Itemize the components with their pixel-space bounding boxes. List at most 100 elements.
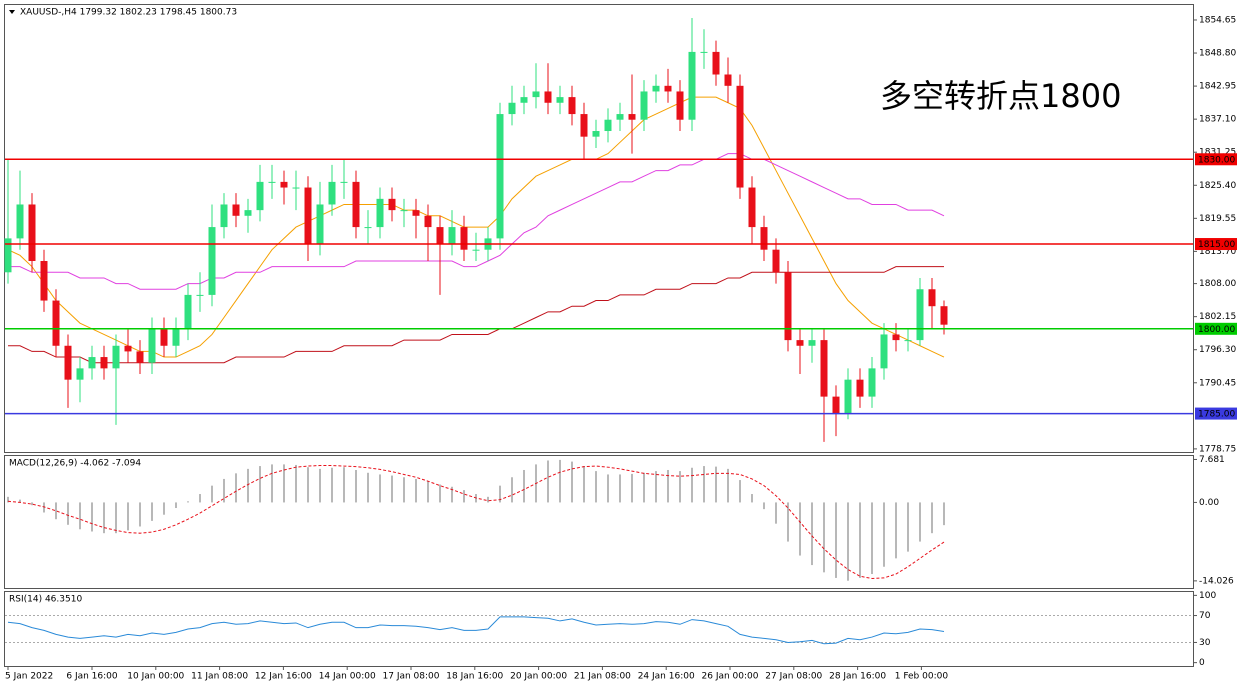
candle-body — [160, 328, 168, 346]
candle-body — [592, 131, 600, 137]
candle-body — [364, 227, 372, 229]
candle-body — [604, 119, 612, 132]
x-tick-label: 5 Jan 2022 — [5, 672, 53, 682]
y-tick-label: 1790.45 — [1199, 378, 1236, 388]
candle-body — [628, 114, 636, 120]
x-tick-label: 14 Jan 00:00 — [319, 672, 376, 682]
candle-body — [928, 289, 936, 307]
candle-body — [352, 181, 360, 228]
candle-body — [280, 181, 288, 188]
candle-body — [100, 357, 108, 369]
price-panel — [4, 4, 1194, 453]
x-tick-label: 12 Jan 16:00 — [255, 672, 312, 682]
rsi-line — [7, 616, 945, 645]
candle-body — [808, 340, 816, 346]
candle-body — [796, 340, 804, 346]
candle-body — [520, 97, 528, 103]
y-tick-label: 1808.00 — [1199, 279, 1236, 289]
candle-body — [172, 328, 180, 346]
candle-body — [916, 289, 924, 341]
moving-average — [7, 96, 945, 358]
y-tick-label: 100 — [1199, 591, 1216, 601]
candle-body — [292, 187, 300, 189]
candle-body — [28, 204, 36, 261]
candle-body — [760, 227, 768, 250]
y-tick-label: 1819.55 — [1199, 214, 1236, 224]
candle-body — [892, 334, 900, 341]
candle-body — [640, 91, 648, 120]
x-tick-label: 26 Jan 00:00 — [702, 672, 759, 682]
y-tick-label: 1837.10 — [1199, 115, 1236, 125]
candle-body — [424, 215, 432, 228]
x-tick-label: 18 Jan 16:00 — [446, 672, 503, 682]
macd-panel — [4, 455, 1194, 589]
candle-body — [868, 368, 876, 397]
candle-body — [616, 114, 624, 120]
candle-body — [4, 238, 12, 273]
candle-body — [400, 210, 408, 212]
macd-label: MACD(12,26,9) -4.062 -7.094 — [9, 459, 141, 469]
y-tick-label: 0 — [1199, 658, 1205, 668]
moving-average — [8, 153, 945, 290]
candle-body — [232, 204, 240, 216]
price-level-box — [1195, 322, 1237, 335]
x-tick-label: 1 Feb 00:00 — [895, 672, 949, 682]
y-tick-label: 1854.65 — [1199, 15, 1236, 25]
candle-body — [556, 97, 564, 103]
x-tick-label: 20 Jan 00:00 — [510, 672, 567, 682]
candle-body — [436, 227, 444, 245]
price-level-label: 1830.00 — [1198, 155, 1235, 165]
candle-body — [124, 345, 132, 352]
candle-body — [580, 114, 588, 137]
y-tick-label: 70 — [1199, 611, 1211, 621]
candle-body — [568, 97, 576, 115]
y-tick-label: 1848.80 — [1199, 49, 1236, 59]
y-tick-label: 1813.70 — [1199, 247, 1236, 257]
candle-body — [748, 187, 756, 228]
candle-body — [148, 328, 156, 363]
candle-body — [820, 340, 828, 397]
candle-body — [664, 85, 672, 92]
candle-body — [316, 204, 324, 245]
candle-body — [220, 204, 228, 228]
price-level-box — [1195, 153, 1237, 166]
y-tick-label: 1831.25 — [1199, 148, 1236, 158]
candle-body — [40, 260, 48, 301]
x-tick-label: 21 Jan 08:00 — [574, 672, 631, 682]
candle-body — [712, 51, 720, 75]
candle-body — [244, 210, 252, 216]
symbol-menu-icon[interactable] — [9, 10, 15, 14]
chart-title: XAUUSD-,H4 1799.32 1802.23 1798.45 1800.… — [20, 8, 237, 18]
macd-signal — [7, 465, 945, 579]
candle-body — [448, 227, 456, 245]
x-tick-label: 11 Jan 08:00 — [191, 672, 248, 682]
candle-body — [688, 51, 696, 120]
price-level-label: 1785.00 — [1198, 410, 1235, 420]
candle-body — [256, 181, 264, 211]
x-tick-label: 24 Jan 16:00 — [638, 672, 695, 682]
price-level-box — [1195, 238, 1237, 251]
x-tick-label: 27 Jan 08:00 — [765, 672, 822, 682]
candle-body — [196, 294, 204, 296]
candle-body — [544, 91, 552, 103]
candle-body — [904, 340, 912, 342]
candle-body — [784, 272, 792, 341]
price-level-label: 1800.00 — [1198, 325, 1235, 335]
y-tick-label: 0.00 — [1199, 498, 1219, 508]
rsi-label: RSI(14) 46.3510 — [9, 595, 82, 605]
candle-body — [340, 181, 348, 183]
y-tick-label: 30 — [1199, 638, 1211, 648]
price-level-label: 1815.00 — [1198, 240, 1235, 250]
candle-body — [184, 294, 192, 329]
candle-body — [532, 91, 540, 98]
candle-body — [88, 357, 96, 369]
candle-body — [112, 345, 120, 369]
y-tick-label: 1796.30 — [1199, 345, 1236, 355]
candle-body — [940, 306, 948, 325]
x-tick-label: 17 Jan 08:00 — [383, 672, 440, 682]
candle-body — [724, 74, 732, 86]
candle-body — [700, 51, 708, 53]
candle-body — [856, 379, 864, 397]
